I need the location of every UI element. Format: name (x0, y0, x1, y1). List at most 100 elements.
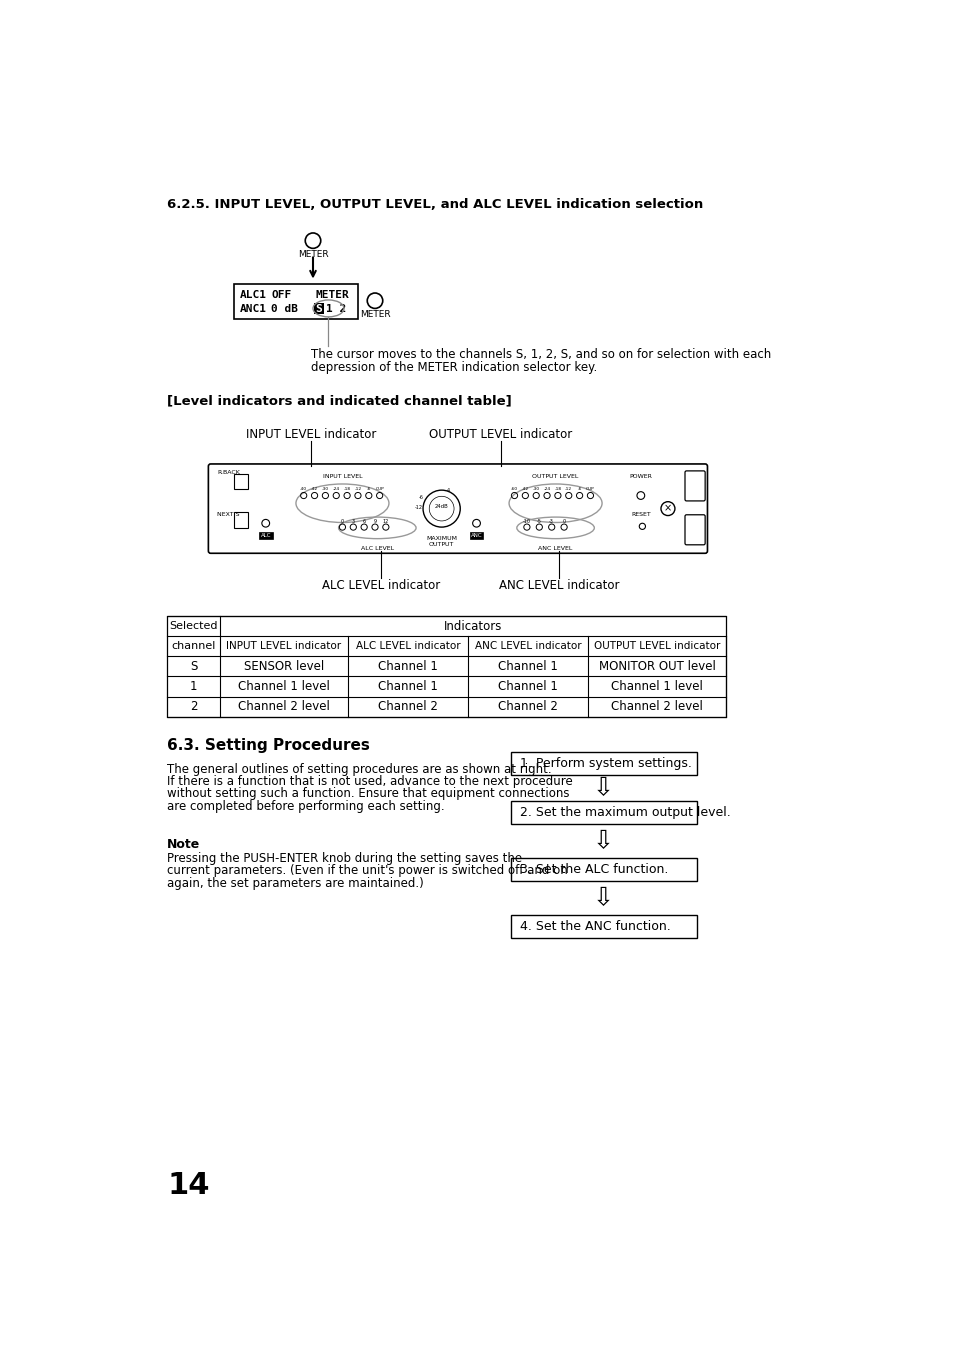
Text: ⇩: ⇩ (593, 830, 614, 854)
Text: ANC LEVEL: ANC LEVEL (537, 546, 572, 551)
Text: 0 dB: 0 dB (271, 304, 298, 313)
Text: OUTPUT LEVEL: OUTPUT LEVEL (532, 474, 578, 480)
Text: -40: -40 (300, 488, 307, 490)
Text: without setting such a function. Ensure that equipment connections: without setting such a function. Ensure … (167, 788, 569, 800)
Text: -30: -30 (532, 488, 539, 490)
Text: POWER: POWER (629, 474, 652, 480)
Bar (167, 616, 725, 716)
Text: 6.3. Setting Procedures: 6.3. Setting Procedures (167, 738, 370, 753)
FancyBboxPatch shape (684, 471, 704, 501)
Text: ALC LEVEL indicator: ALC LEVEL indicator (322, 580, 440, 593)
Text: RESET: RESET (630, 512, 650, 517)
Text: 0: 0 (340, 519, 344, 524)
Bar (258, 532, 273, 539)
Text: INPUT LEVEL indicator: INPUT LEVEL indicator (246, 428, 376, 440)
Text: 1: 1 (190, 680, 197, 693)
Text: channel: channel (172, 642, 215, 651)
Text: OUTPUT LEVEL indicator: OUTPUT LEVEL indicator (429, 428, 572, 440)
Text: 1. Perform system settings.: 1. Perform system settings. (519, 757, 691, 770)
Text: CUP: CUP (585, 488, 595, 490)
Text: NEXT S: NEXT S (216, 512, 239, 517)
Circle shape (309, 292, 311, 293)
Text: 0: 0 (562, 519, 565, 524)
Text: METER: METER (297, 250, 328, 259)
Text: 6.2.5. INPUT LEVEL, OUTPUT LEVEL, and ALC LEVEL indication selection: 6.2.5. INPUT LEVEL, OUTPUT LEVEL, and AL… (167, 199, 702, 211)
Bar (510, 801, 696, 824)
Text: 4: 4 (446, 488, 449, 493)
Text: -12: -12 (564, 488, 572, 490)
Bar (510, 915, 696, 939)
Bar (233, 284, 357, 319)
FancyBboxPatch shape (684, 515, 704, 544)
Circle shape (309, 297, 311, 300)
Text: METER: METER (359, 309, 390, 319)
Text: Indicators: Indicators (443, 620, 501, 632)
Text: METER: METER (315, 290, 349, 300)
Text: ANC1: ANC1 (240, 304, 267, 313)
Text: ⇩: ⇩ (593, 886, 614, 911)
Text: -6: -6 (366, 488, 371, 490)
Text: Channel 2: Channel 2 (497, 700, 558, 713)
Text: -24: -24 (333, 488, 339, 490)
Text: OFF: OFF (271, 290, 291, 300)
Text: -42: -42 (521, 488, 528, 490)
Text: 24dB: 24dB (435, 504, 448, 509)
Text: ⇩: ⇩ (593, 775, 614, 800)
Text: 4. Set the ANC function.: 4. Set the ANC function. (519, 920, 670, 934)
Text: 2. Set the maximum output level.: 2. Set the maximum output level. (519, 807, 730, 819)
Text: -12: -12 (354, 488, 361, 490)
Text: -18: -18 (343, 488, 351, 490)
Text: Channel 1: Channel 1 (497, 661, 558, 673)
Text: Channel 2 level: Channel 2 level (237, 700, 330, 713)
Text: INPUT LEVEL indicator: INPUT LEVEL indicator (226, 642, 341, 651)
Text: depression of the METER indication selector key.: depression of the METER indication selec… (311, 361, 598, 374)
Text: CUP: CUP (375, 488, 384, 490)
Text: ANC LEVEL indicator: ANC LEVEL indicator (475, 642, 580, 651)
Text: ALC LEVEL indicator: ALC LEVEL indicator (355, 642, 459, 651)
Text: INPUT LEVEL: INPUT LEVEL (322, 474, 362, 480)
Text: 1 2: 1 2 (326, 304, 346, 313)
Text: are completed before performing each setting.: are completed before performing each set… (167, 800, 444, 813)
Circle shape (309, 309, 311, 311)
Circle shape (309, 286, 311, 288)
Text: [Level indicators and indicated channel table]: [Level indicators and indicated channel … (167, 394, 512, 408)
Text: -6: -6 (577, 488, 581, 490)
Bar (233, 474, 248, 489)
Text: Pressing the PUSH-ENTER knob during the setting saves the: Pressing the PUSH-ENTER knob during the … (167, 852, 522, 865)
Text: 6: 6 (362, 519, 365, 524)
Text: Channel 1: Channel 1 (377, 680, 437, 693)
Text: S: S (190, 661, 197, 673)
Bar (314, 303, 323, 313)
Text: MONITOR OUT level: MONITOR OUT level (598, 661, 715, 673)
Text: OUTPUT LEVEL indicator: OUTPUT LEVEL indicator (594, 642, 720, 651)
Text: current parameters. (Even if the unit's power is switched off and on: current parameters. (Even if the unit's … (167, 865, 567, 877)
Text: 3. Set the ALC function.: 3. Set the ALC function. (519, 863, 668, 877)
Text: MAXIMUM: MAXIMUM (426, 535, 456, 540)
Text: Channel 1: Channel 1 (377, 661, 437, 673)
Text: Channel 1: Channel 1 (497, 680, 558, 693)
Text: -18: -18 (554, 488, 561, 490)
Text: 3: 3 (352, 519, 355, 524)
FancyBboxPatch shape (208, 463, 707, 554)
Bar (510, 858, 696, 881)
Text: -5: -5 (537, 519, 541, 524)
Text: 14: 14 (167, 1171, 210, 1200)
Bar (233, 512, 248, 528)
Text: The general outlines of setting procedures are as shown at right.: The general outlines of setting procedur… (167, 763, 552, 775)
Text: ANC LEVEL indicator: ANC LEVEL indicator (498, 580, 619, 593)
Text: -24: -24 (543, 488, 550, 490)
Text: S: S (315, 304, 322, 315)
Circle shape (309, 304, 311, 305)
Text: -3: -3 (549, 519, 554, 524)
Bar (469, 532, 483, 539)
Text: Channel 1 level: Channel 1 level (237, 680, 330, 693)
Bar (510, 753, 696, 775)
Text: -60: -60 (511, 488, 517, 490)
Text: -10: -10 (522, 519, 530, 524)
Text: The cursor moves to the channels S, 1, 2, S, and so on for selection with each: The cursor moves to the channels S, 1, 2… (311, 349, 771, 362)
Text: 2: 2 (190, 700, 197, 713)
Text: -12: -12 (414, 505, 422, 509)
Text: Selected: Selected (170, 621, 217, 631)
Text: ALC1: ALC1 (240, 290, 267, 300)
Text: ×: × (663, 504, 671, 513)
